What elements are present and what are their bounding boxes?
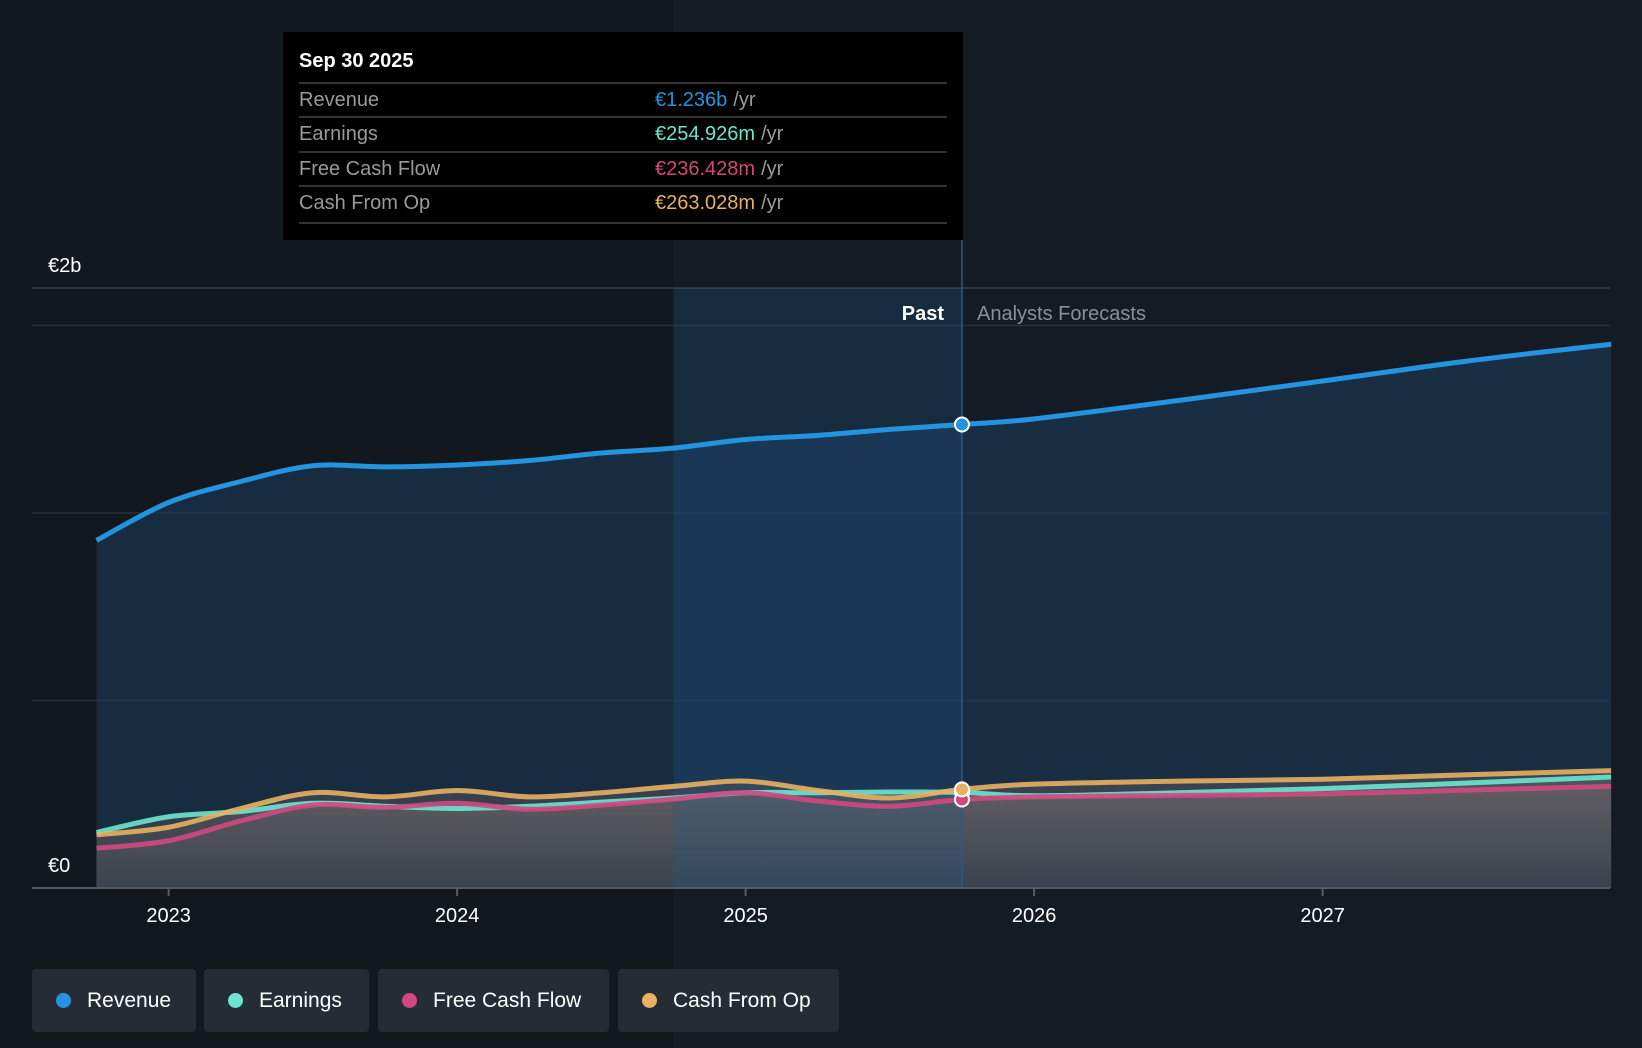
x-tick-label: 2026 bbox=[1012, 905, 1057, 927]
tooltip-label: Revenue bbox=[299, 89, 380, 111]
tooltip-value: €254.926m bbox=[655, 123, 756, 145]
tooltip-label: Earnings bbox=[299, 123, 378, 145]
tooltip: Sep 30 2025 Revenue €1.236b/yr Earnings … bbox=[283, 32, 963, 240]
past-label: Past bbox=[902, 303, 945, 325]
cfo-dot-icon bbox=[642, 993, 657, 1008]
tooltip-label: Free Cash Flow bbox=[299, 158, 441, 180]
tooltip-value: €1.236b bbox=[655, 89, 728, 111]
y-label-bottom: €0 bbox=[48, 855, 70, 877]
tooltip-value-wrap: €236.428m/yr bbox=[655, 158, 783, 181]
tooltip-label: Cash From Op bbox=[299, 192, 431, 214]
legend-earnings[interactable]: Earnings bbox=[204, 969, 369, 1032]
tooltip-value: €236.428m bbox=[655, 158, 756, 180]
tooltip-divider bbox=[299, 222, 947, 224]
tooltip-date: Sep 30 2025 bbox=[299, 50, 414, 72]
tooltip-value-wrap: €263.028m/yr bbox=[655, 192, 783, 215]
tooltip-unit: /yr bbox=[761, 158, 784, 180]
legend-label: Revenue bbox=[87, 988, 172, 1012]
fcf-dot-icon bbox=[402, 993, 417, 1008]
legend-revenue[interactable]: Revenue bbox=[32, 969, 196, 1032]
revenue-dot-icon bbox=[56, 993, 71, 1008]
forecast-label: Analysts Forecasts bbox=[977, 303, 1146, 325]
tooltip-row-fcf: Free Cash Flow €236.428m/yr bbox=[299, 151, 947, 187]
tooltip-value: €263.028m bbox=[655, 192, 756, 214]
tooltip-unit: /yr bbox=[761, 192, 784, 214]
revenue-line bbox=[95, 341, 1612, 543]
tooltip-unit: /yr bbox=[733, 89, 756, 111]
x-tick-label: 2024 bbox=[435, 905, 480, 927]
tooltip-row-cfo: Cash From Op €263.028m/yr bbox=[299, 185, 947, 221]
tooltip-row-revenue: Revenue €1.236b/yr bbox=[299, 82, 947, 118]
tooltip-row-earnings: Earnings €254.926m/yr bbox=[299, 116, 947, 152]
free-cash-flow-line bbox=[96, 783, 1612, 851]
legend-cash-from-op[interactable]: Cash From Op bbox=[618, 969, 839, 1032]
highlight-band bbox=[673, 288, 962, 888]
revenue-area bbox=[96, 344, 1612, 888]
x-tick-label: 2025 bbox=[723, 905, 768, 927]
revenue-marker[interactable] bbox=[953, 416, 970, 433]
tooltip-unit: /yr bbox=[761, 123, 784, 145]
tooltip-value-wrap: €254.926m/yr bbox=[655, 123, 783, 146]
cash-from-op-area bbox=[96, 770, 1612, 888]
x-tick-label: 2023 bbox=[146, 905, 191, 927]
x-tick-label: 2027 bbox=[1300, 905, 1345, 927]
legend-label: Free Cash Flow bbox=[433, 988, 582, 1012]
earnings-dot-icon bbox=[228, 993, 243, 1008]
legend-label: Earnings bbox=[259, 988, 342, 1012]
legend-label: Cash From Op bbox=[673, 988, 811, 1012]
cash-from-op-line bbox=[96, 768, 1612, 838]
tooltip-value-wrap: €1.236b/yr bbox=[655, 89, 756, 112]
cash-from-op-marker[interactable] bbox=[953, 781, 970, 798]
y-label-top: €2b bbox=[48, 255, 81, 277]
legend-free-cash-flow[interactable]: Free Cash Flow bbox=[378, 969, 609, 1032]
